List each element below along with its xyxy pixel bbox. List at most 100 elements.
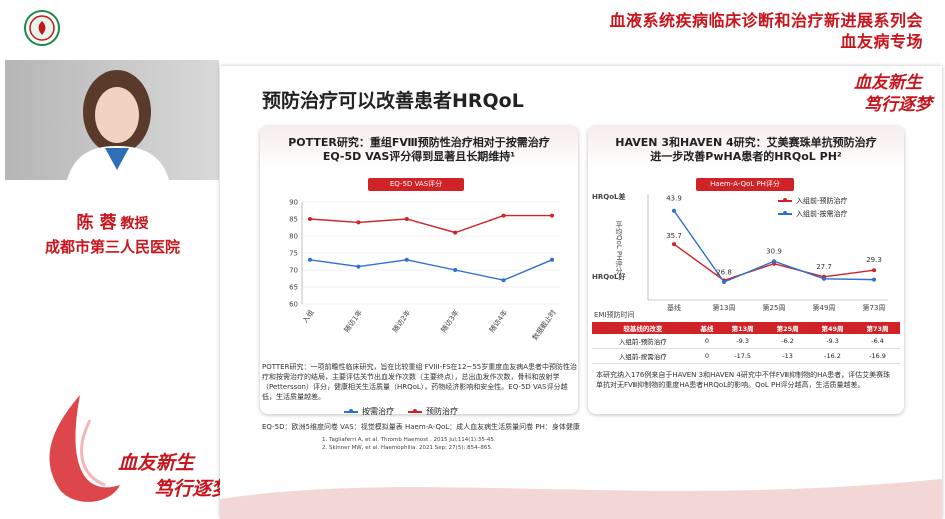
header-title: 血液系统疾病临床诊断和治疗新进展系列会 血友病专场 <box>609 10 923 52</box>
data-label: 35.7 <box>666 232 682 240</box>
data-point <box>501 278 506 283</box>
data-label: 26.8 <box>716 268 732 276</box>
slide-slogan-line1: 血友新生 <box>854 73 922 93</box>
series-line <box>309 214 552 234</box>
y-tick-label: 70 <box>289 267 298 275</box>
x-tick-label: 随访4年 <box>487 308 509 334</box>
data-point <box>356 220 361 225</box>
legend-label: 入组前-按需治疗 <box>796 210 848 218</box>
haven-note: 本研究纳入176例来自于HAVEN 3和HAVEN 4研究中不伴FⅧ抑制物的HA… <box>596 371 891 389</box>
eq5d-line-chart: 60 65 70 75 80 85 90 入组 随访1年 随访2年 随访3年 随访4年 数据截止时 <box>289 199 560 342</box>
table-cell: -9.3 <box>720 334 766 349</box>
speaker-photo <box>5 60 219 180</box>
emi-time-label: EMI预防时间 <box>594 311 635 319</box>
data-point <box>872 268 876 273</box>
x-tick-label: 第73周 <box>863 303 886 312</box>
speaker-title: 教授 <box>120 216 149 232</box>
potter-title: POTTER研究：重组FⅧ预防性治疗相对于按需治疗 EQ-5D VAS评分得到显… <box>260 136 578 164</box>
table-cell: -13 <box>765 348 811 364</box>
haem-pill: Haem-A-QoL PH评分 <box>696 178 794 191</box>
table-cell: -6.2 <box>765 334 811 349</box>
topic-title: 血友病专场 <box>840 32 923 51</box>
legend-item: 入组前-预防治疗 <box>778 196 848 206</box>
data-point <box>308 257 312 262</box>
data-point <box>404 217 409 221</box>
legend-label: 预防治疗 <box>426 407 458 416</box>
haven-title: HAVEN 3和HAVEN 4研究：艾美赛珠单抗预防治疗 进一步改善PwHA患者… <box>588 136 904 164</box>
data-point <box>822 276 826 281</box>
change-table: 较基线的改变 基线 第13周 第25周 第49周 第73周 入组前-预防治疗 0 -9.3 -6.… <box>592 322 900 364</box>
data-point <box>550 257 554 262</box>
presentation-slide: 预防治疗可以改善患者HRQoL 血友新生 笃行逐梦 POTTER研究：重组FⅧ预… <box>220 66 942 519</box>
series-line <box>309 259 553 281</box>
table-cell: 0 <box>693 334 721 349</box>
legend-swatch <box>778 198 792 202</box>
potter-title-line1: POTTER研究：重组FⅧ预防性治疗相对于按需治疗 <box>288 136 550 149</box>
data-point <box>722 280 726 285</box>
hospital-logo <box>24 10 60 46</box>
table-header-row: 较基线的改变 基线 第13周 第25周 第49周 第73周 <box>592 322 900 334</box>
x-tick-label: 第49周 <box>813 303 836 312</box>
table-header-cell: 第49周 <box>810 322 856 334</box>
table-cell: -17.5 <box>720 348 766 364</box>
table-header-cell: 第73周 <box>855 322 900 334</box>
eq5d-legend: 按需治疗 预防治疗 <box>344 406 468 417</box>
potter-panel: POTTER研究：重组FⅧ预防性治疗相对于按需治疗 EQ-5D VAS评分得到显… <box>260 126 578 417</box>
x-tick-label: 随访3年 <box>439 308 461 334</box>
x-tick-label: 第13周 <box>713 303 736 312</box>
legend-swatch <box>778 211 792 215</box>
y-tick-label: 60 <box>289 301 298 309</box>
legend-item: 入组前-按需治疗 <box>778 209 848 219</box>
y-tick-label: 85 <box>289 216 298 224</box>
potter-note: POTTER研究：一项前瞻性临床研究，旨在比较重组 FVIII-FS在12~55… <box>262 363 578 401</box>
data-label: 30.9 <box>766 248 782 256</box>
data-point <box>501 213 506 218</box>
haem-line-chart: 基线 第13周 第25周 第49周 第73周 43.9 35.7 26.8 30.9 27.7 29… <box>647 194 888 312</box>
data-point <box>308 217 312 221</box>
table-header-cell: 第13周 <box>720 322 766 334</box>
y-tick-label: 65 <box>289 284 298 292</box>
abbreviation-footnote: EQ-5D：欧洲5维度问卷 VAS：视觉模拟量表 Haem-A-QoL：成人血友… <box>262 423 580 431</box>
slogan-line2: 笃行逐梦 <box>154 478 231 500</box>
haem-legend: 入组前-预防治疗 入组前-按需治疗 <box>778 196 848 219</box>
panel-header <box>588 126 904 170</box>
x-tick-label: 随访2年 <box>390 308 412 334</box>
table-cell: -16.2 <box>810 348 856 364</box>
table-header-cell: 较基线的改变 <box>592 322 694 334</box>
table-cell: -16.9 <box>855 348 900 364</box>
x-tick-label: 基线 <box>667 303 681 312</box>
slogan-line1: 血友新生 <box>118 452 195 474</box>
data-point <box>672 242 676 247</box>
data-point <box>772 259 776 264</box>
data-label: 27.7 <box>816 263 832 271</box>
legend-label: 入组前-预防治疗 <box>796 197 848 205</box>
red-swoosh-decoration <box>49 395 120 502</box>
y-tick-label: 90 <box>289 199 298 207</box>
qol-axis-label: 平均QoL PH评分 <box>615 221 623 275</box>
table-header-cell: 第25周 <box>765 322 811 334</box>
eq5d-pill: EQ-5D VAS评分 <box>368 178 464 191</box>
data-point <box>404 257 409 262</box>
data-label: 29.3 <box>866 256 882 264</box>
reference-2: 2. Skinner MW, et al. Haemophilia. 2021 … <box>322 445 493 451</box>
data-point <box>872 277 876 282</box>
data-label: 43.9 <box>666 195 682 203</box>
table-cell: -9.3 <box>810 334 856 349</box>
x-tick-label: 数据截止时 <box>530 308 557 342</box>
x-tick-label: 入组 <box>300 308 315 325</box>
bottom-slogan: 血友新生 笃行逐梦 <box>118 450 230 502</box>
hrqol-better-label: HRQoL好 <box>592 273 626 281</box>
table-cell: -6.4 <box>855 334 900 349</box>
y-tick-label: 75 <box>289 250 298 258</box>
haven-title-line2: 进一步改善PwHA患者的HRQoL PH² <box>650 150 842 163</box>
series-line <box>673 210 875 283</box>
slide-footer-decoration <box>220 479 942 519</box>
table-row: 入组前-按需治疗 0 -17.5 -13 -16.2 -16.9 <box>592 348 900 364</box>
slide-slogan: 血友新生 笃行逐梦 <box>854 72 932 116</box>
data-point <box>672 208 676 213</box>
x-tick-label: 第25周 <box>763 303 786 312</box>
slide-title: 预防治疗可以改善患者HRQoL <box>262 90 524 112</box>
speaker-hospital: 成都市第三人民医院 <box>44 238 180 256</box>
x-tick-label: 随访1年 <box>342 308 364 334</box>
